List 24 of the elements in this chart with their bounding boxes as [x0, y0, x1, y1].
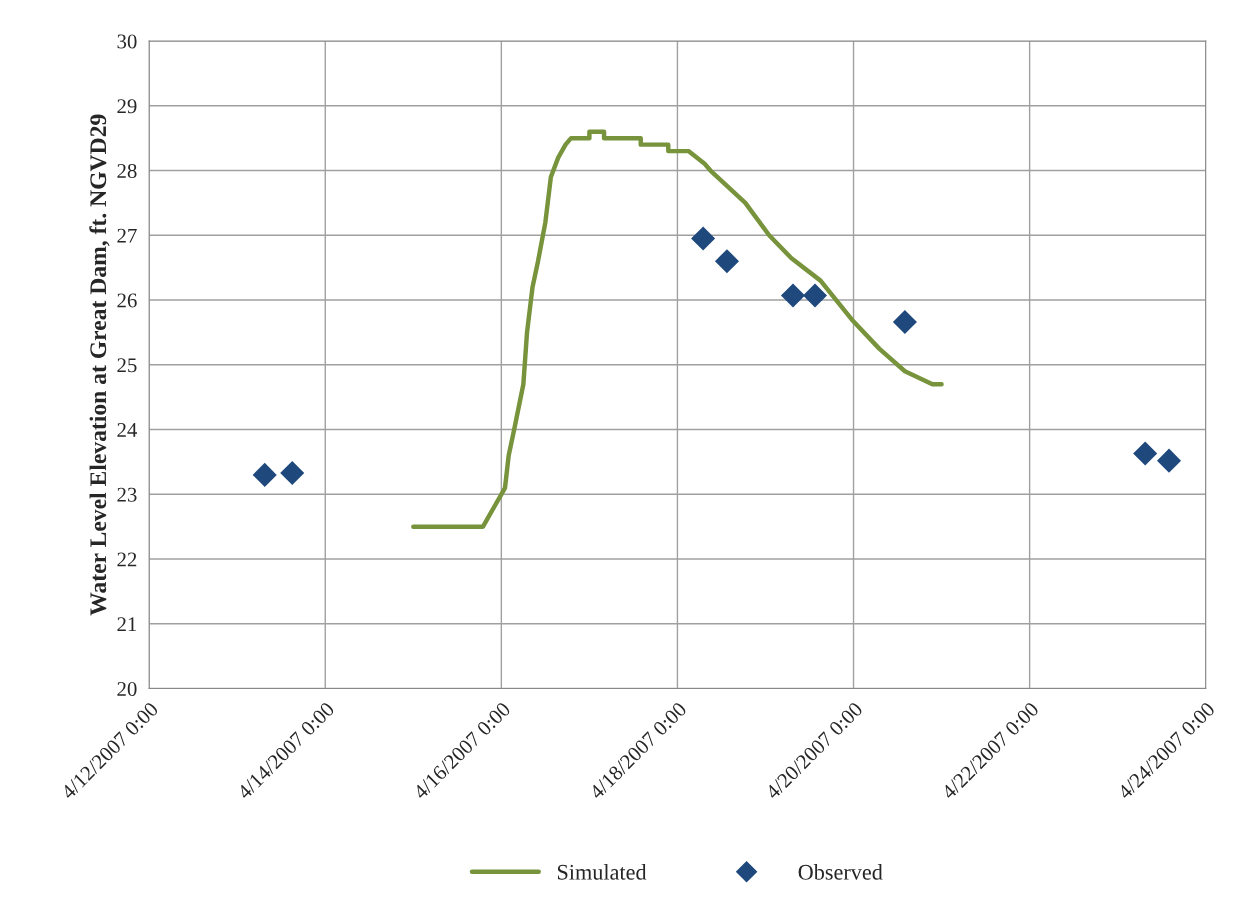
y-tick-label: 30 — [117, 34, 137, 49]
point — [714, 249, 739, 274]
y-tick-label: 29 — [117, 99, 137, 114]
point — [280, 460, 305, 485]
point — [780, 283, 806, 308]
legend-label: Simulated — [557, 864, 647, 880]
point — [1157, 448, 1182, 473]
y-tick-label: 26 — [117, 293, 137, 308]
y-tick-label: 21 — [117, 617, 137, 632]
legend-label: Observed — [798, 864, 883, 880]
y-tick-label: 24 — [117, 422, 138, 437]
y-tick-label: 28 — [117, 163, 137, 178]
y-tick-label: 25 — [117, 358, 137, 373]
y-axis-title: Water Level Elevation at Great Dam, ft. NGVD29 — [89, 114, 110, 616]
point — [892, 310, 917, 335]
point — [252, 462, 277, 487]
y-tick-label: 22 — [117, 552, 137, 567]
line-series — [411, 129, 944, 529]
point — [802, 283, 828, 308]
y-tick-label: 23 — [117, 487, 137, 502]
point — [1133, 441, 1158, 466]
y-tick-label: 20 — [117, 681, 137, 696]
point — [691, 226, 716, 251]
y-tick-label: 27 — [117, 228, 137, 243]
